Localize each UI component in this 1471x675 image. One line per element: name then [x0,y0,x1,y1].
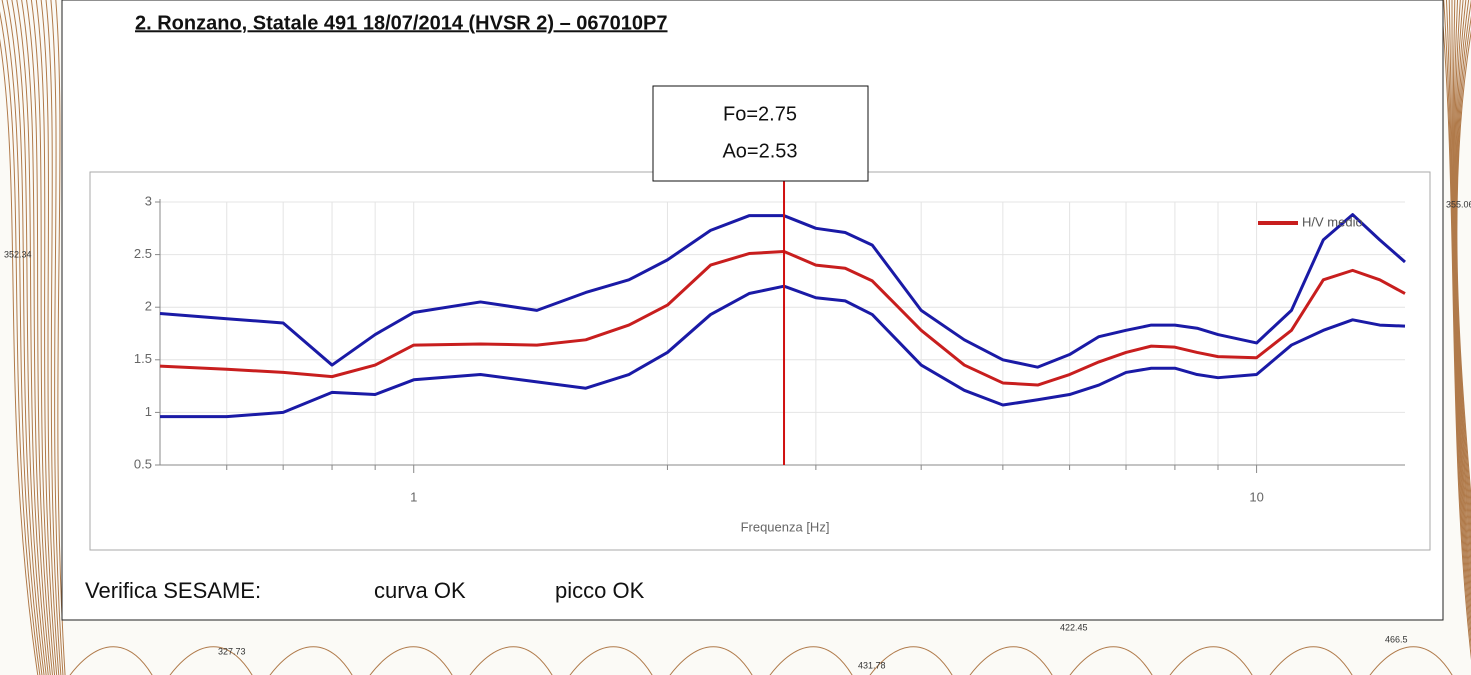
contour [469,646,553,675]
contour [1453,0,1471,581]
series-line [159,249,1406,387]
y-tick-label: 2 [145,299,152,314]
contour [30,0,56,675]
y-tick-label: 1.5 [134,351,152,366]
contour [11,0,47,675]
contour [269,646,353,675]
map-label: 466.5 [1385,634,1408,644]
contour [69,646,153,675]
note: Verifica SESAME: [85,578,261,603]
contour [669,646,753,675]
series-line [160,284,1406,419]
contour [55,0,66,675]
contour [869,646,953,675]
y-tick-label: 1 [145,404,152,419]
contour [50,0,64,675]
contour [969,646,1053,675]
map-label: 352.34 [4,249,32,259]
x-axis-label: Frequenza [Hz] [741,519,830,534]
contour [369,646,453,675]
map-label: 355.06 [1446,199,1471,209]
contour [569,646,653,675]
map-label: 422.45 [1060,622,1088,632]
contour [0,11,41,675]
annotation: Ao=2.53 [722,140,797,162]
contour [45,0,62,675]
legend-label: H/V medio [1302,214,1363,229]
contour [1369,646,1453,675]
note: curva OK [374,578,466,603]
section-title: 2. Ronzano, Statale 491 18/07/2014 (HVSR… [135,12,668,34]
x-tick-label: 1 [410,489,417,504]
contour [40,0,60,675]
contour [1269,646,1353,675]
contour [169,646,253,675]
contour [16,0,49,675]
series-line [159,213,1406,369]
y-tick-label: 2.5 [134,246,152,261]
chart-frame [89,171,1431,551]
contour [21,0,51,675]
contour [1069,646,1153,675]
contour [25,0,53,675]
note: picco OK [555,578,645,603]
contour [769,646,853,675]
contour [1169,646,1253,675]
contour [1456,30,1471,504]
map-label: 327.73 [218,646,246,656]
annotation: Fo=2.75 [723,103,797,125]
contour [35,0,58,675]
y-tick-label: 3 [145,193,152,208]
contour [0,38,39,675]
annotation-box [652,85,869,182]
contour [6,0,45,675]
map-label: 431.78 [858,660,886,670]
x-tick-label: 10 [1249,489,1263,504]
y-tick-label: 0.5 [134,456,152,471]
contour [1,0,43,675]
